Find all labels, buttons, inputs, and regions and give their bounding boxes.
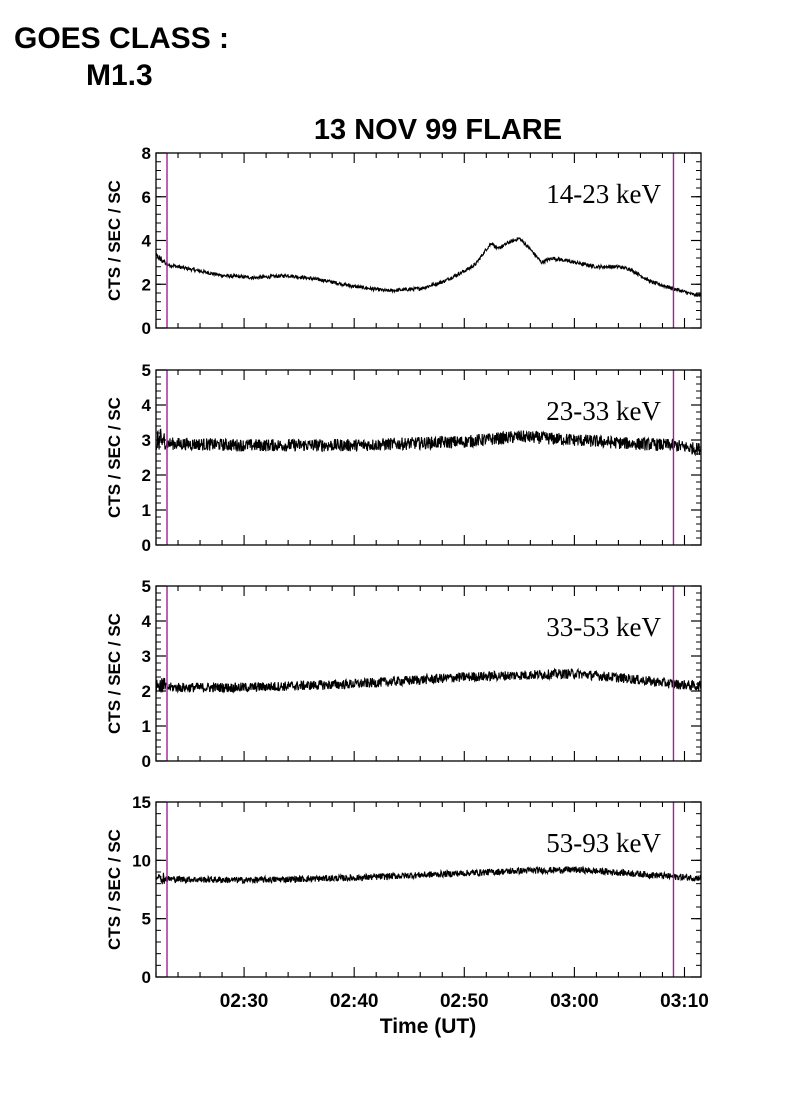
energy-band-label: 33-53 keV xyxy=(546,612,661,642)
x-tick-label: 02:50 xyxy=(440,991,489,1012)
energy-band-label: 53-93 keV xyxy=(546,828,661,858)
y-axis-label: CTS / SEC / SC xyxy=(105,829,124,950)
y-tick-label: 0 xyxy=(142,752,151,771)
y-tick-label: 15 xyxy=(132,793,151,812)
plot-frame xyxy=(155,585,702,762)
panel-33-53kev: 0 1 2 3 4 5 33-53 keV CTS / SEC / SC xyxy=(105,577,702,771)
y-tick-label: 2 xyxy=(142,682,151,701)
energy-band-label: 23-33 keV xyxy=(546,396,661,426)
y-tick-label: 5 xyxy=(142,361,151,380)
y-tick-label: 2 xyxy=(142,275,151,294)
count-rate-trace xyxy=(155,237,702,298)
y-axis-label: CTS / SEC / SC xyxy=(105,613,124,734)
panel-53-93kev: 0 5 10 15 02:30 02:40 02:50 03:00 03:10 53-93 keV… xyxy=(105,793,709,1012)
count-rate-trace xyxy=(155,667,702,695)
y-tick-label: 4 xyxy=(142,232,152,251)
y-tick-label: 5 xyxy=(142,577,151,596)
plot-frame xyxy=(155,801,702,978)
x-tick-label: 02:40 xyxy=(330,991,379,1012)
y-tick-label: 0 xyxy=(142,968,151,987)
x-tick-label: 02:30 xyxy=(220,991,269,1012)
chart-title: 13 NOV 99 FLARE xyxy=(314,114,562,146)
y-tick-label: 1 xyxy=(142,717,151,736)
panel-23-33kev: 0 1 2 3 4 5 23-33 keV CTS / SEC / SC xyxy=(105,361,702,555)
y-tick-label: 10 xyxy=(132,851,151,870)
y-tick-label: 8 xyxy=(142,144,151,163)
goes-class-label: GOES CLASS : xyxy=(14,22,229,55)
x-axis-label: Time (UT) xyxy=(380,1015,476,1038)
y-tick-label: 2 xyxy=(142,466,151,485)
y-axis-label: CTS / SEC / SC xyxy=(105,397,124,518)
y-tick-label: 6 xyxy=(142,188,151,207)
plot-frame xyxy=(155,369,702,546)
goes-class-value: M1.3 xyxy=(86,59,153,92)
y-tick-label: 0 xyxy=(142,319,151,338)
y-tick-label: 0 xyxy=(142,536,151,555)
y-tick-label: 4 xyxy=(142,612,152,631)
panel-14-23kev: 0 2 4 6 8 14-23 keV CTS / SEC / SC xyxy=(105,144,702,338)
y-tick-label: 3 xyxy=(142,431,151,450)
count-rate-trace xyxy=(155,865,702,885)
y-tick-label: 1 xyxy=(142,501,151,520)
energy-band-label: 14-23 keV xyxy=(546,179,661,209)
y-tick-label: 5 xyxy=(142,910,151,929)
x-tick-label: 03:00 xyxy=(550,991,599,1012)
y-tick-label: 3 xyxy=(142,647,151,666)
y-tick-label: 4 xyxy=(142,396,152,415)
count-rate-trace xyxy=(155,428,702,457)
x-tick-label: 03:10 xyxy=(660,991,709,1012)
y-axis-label: CTS / SEC / SC xyxy=(105,180,124,301)
